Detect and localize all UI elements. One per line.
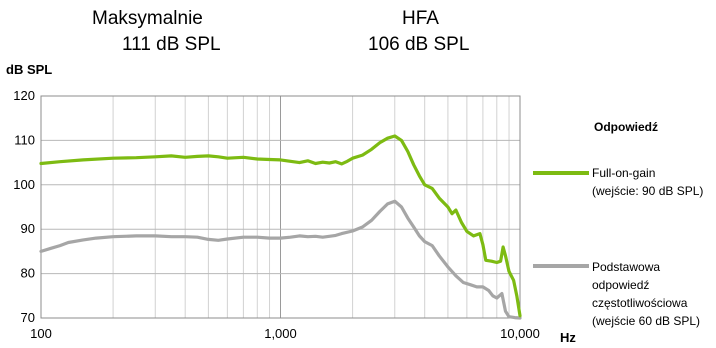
y-tick-label: 90 [21, 221, 35, 236]
x-tick-label: 1,000 [264, 326, 297, 341]
maximum-label: Maksymalnie [92, 8, 203, 29]
legend-label-basic-response: Podstawowa odpowiedź częstotliwościowa (wej… [592, 260, 701, 328]
legend-swatch-basic-response [533, 264, 589, 268]
y-axis-label: dB SPL [6, 62, 53, 77]
legend-swatch-full-on-gain [533, 171, 589, 175]
maximum-value: 111 dB SPL [122, 34, 221, 55]
x-tick-label: 100 [30, 326, 52, 341]
x-axis-label: Hz [560, 330, 576, 345]
series-line-full-on-gain [39, 134, 522, 318]
plot-frame [40, 95, 521, 319]
y-tick-label: 120 [13, 88, 35, 103]
y-tick-label: 110 [14, 132, 35, 147]
series-line-basic-response [39, 199, 522, 320]
y-tick-label: 70 [21, 310, 35, 325]
legend-label-full-on-gain: Full-on-gain (wejście: 90 dB SPL) [592, 166, 704, 198]
y-tick-label: 100 [13, 177, 35, 192]
y-tick-label: 80 [21, 266, 35, 281]
x-tick-label: 10,000 [500, 326, 540, 341]
legend-title: Odpowiedź [594, 120, 658, 134]
top-cutoff-mask [0, 0, 716, 9]
hfa-label: HFA [402, 8, 439, 29]
hfa-value: 106 dB SPL [368, 34, 470, 55]
